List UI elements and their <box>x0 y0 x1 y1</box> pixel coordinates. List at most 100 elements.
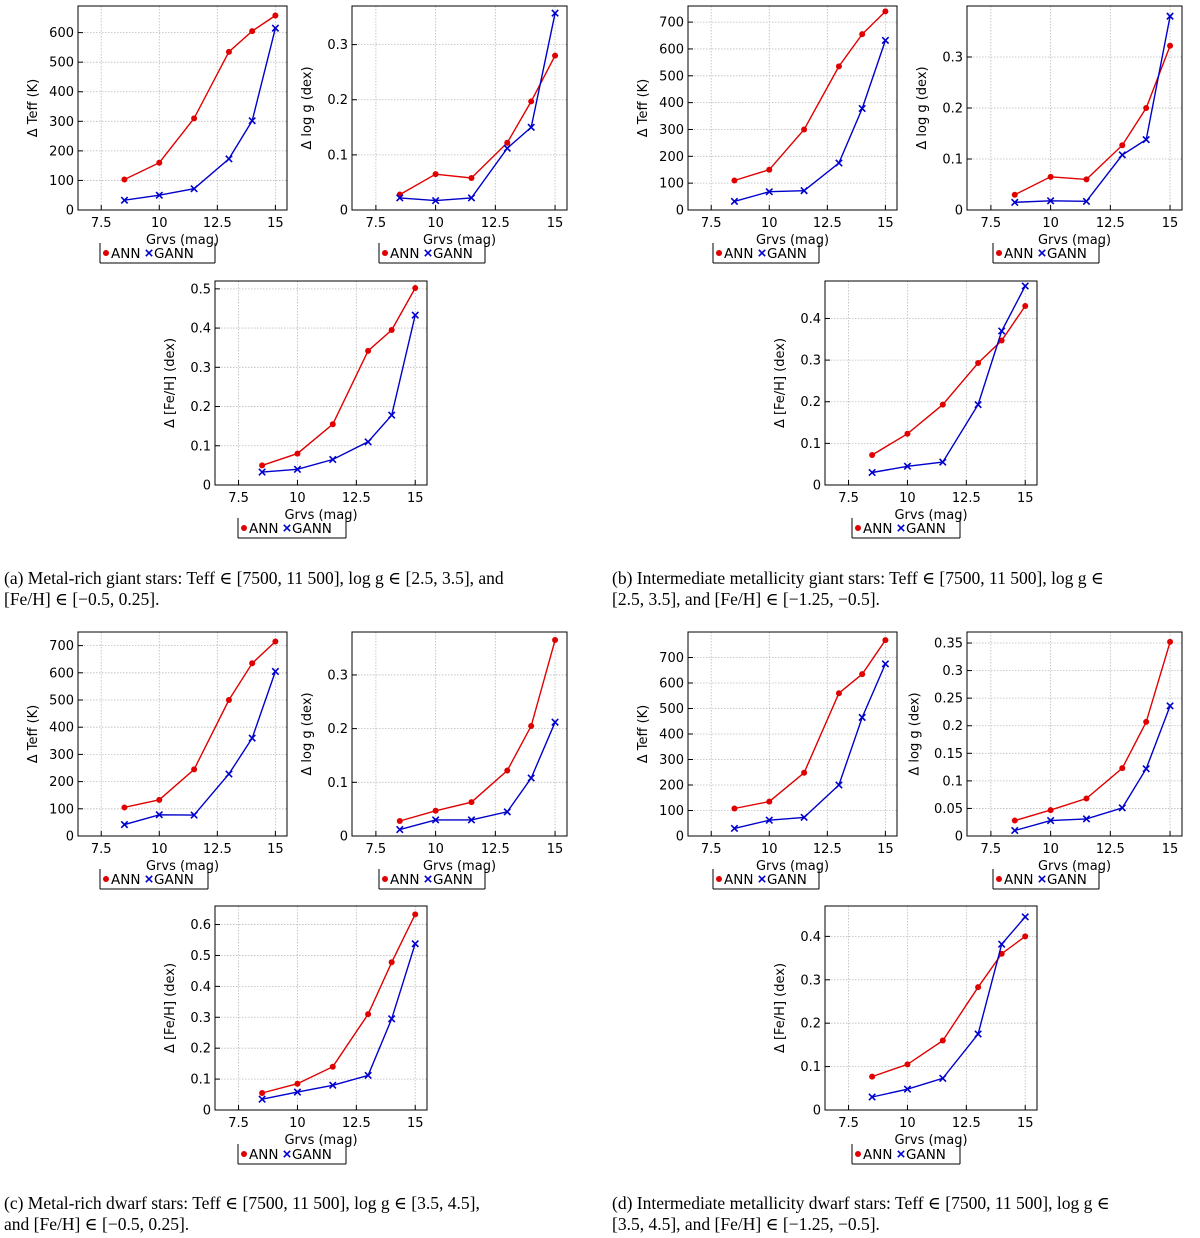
a-logg-xlabel: Grvs (mag) <box>423 233 496 248</box>
c-teff-ann-point-2 <box>191 766 198 773</box>
d-logg-gann-point-0 <box>1011 826 1019 835</box>
c-feh-ylabel: Δ [Fe/H] (dex) <box>163 963 178 1053</box>
a-feh-gann-point-2 <box>329 455 337 464</box>
b-feh-gann-point-3 <box>974 400 982 409</box>
b-feh-ylabel: Δ [Fe/H] (dex) <box>773 338 788 428</box>
c-logg-gann-point-4 <box>527 774 535 782</box>
c-feh-ann-line <box>261 913 416 1094</box>
c-feh-gann-point-3 <box>364 1071 372 1080</box>
a-logg-ann-point-4 <box>528 98 535 105</box>
c-teff-ylabel: Δ Teff (K) <box>26 705 41 764</box>
b-feh-gann-line <box>871 285 1026 474</box>
caption-c: (c) Metal-rich dwarf stars: Teff ∈ [7500… <box>4 1193 594 1235</box>
b-logg-legend-gann-point-legend <box>1038 249 1046 257</box>
b-logg-xtick-label-1: 10 <box>1042 216 1059 231</box>
c-logg-ytick-label-2: 0.2 <box>327 722 348 737</box>
a-feh-xtick-label-2: 12.5 <box>342 491 371 506</box>
d-feh-gann-point-2 <box>939 1074 947 1083</box>
caption-a-line1: (a) Metal-rich giant stars: Teff ∈ [7500… <box>4 568 504 588</box>
a-teff-ann-point-5 <box>272 12 279 19</box>
a-teff-axes-frame <box>77 5 288 211</box>
caption-c-line1: (c) Metal-rich dwarf stars: Teff ∈ [7500… <box>4 1193 480 1213</box>
c-teff-ann-point-4 <box>249 660 256 667</box>
chart-a-feh: 7.5 10 12.5 15 0 0.1 0.2 0.3 0.4 0.5 Grvs (mag) Δ [… <box>163 280 428 539</box>
c-feh-gann-line <box>261 943 416 1100</box>
d-teff-xtick-label-0: 7.5 <box>701 842 722 857</box>
b-feh-xlabel: Grvs (mag) <box>894 508 967 523</box>
a-logg-ytick-label-0: 0 <box>340 204 348 219</box>
c-feh-xlabel: Grvs (mag) <box>284 1133 357 1148</box>
c-logg-ann-point-5 <box>552 637 559 644</box>
d-logg-xtick-label-1: 10 <box>1042 842 1059 857</box>
a-logg-legend: ANN GANN <box>378 243 486 264</box>
d-feh-legend-gann-label: GANN <box>906 1147 946 1163</box>
d-logg-xtick-label-3: 15 <box>1162 842 1179 857</box>
b-logg-gann-line <box>1014 16 1171 203</box>
b-teff-gann-point-0 <box>730 197 739 206</box>
b-feh-ann-line <box>871 305 1026 456</box>
d-feh-ytick-label-2: 0.2 <box>800 1017 821 1032</box>
c-feh-xtick-label-2: 12.5 <box>342 1116 371 1131</box>
b-feh-xtick-label-2: 12.5 <box>952 491 981 506</box>
b-feh-axes-frame <box>824 280 1038 486</box>
b-feh-ytick-label-4: 0.4 <box>800 312 821 327</box>
chart-b-feh: 7.5 10 12.5 15 0 0.1 0.2 0.3 0.4 Grvs (mag) Δ [Fe/… <box>773 280 1038 539</box>
a-feh-xlabel: Grvs (mag) <box>284 508 357 523</box>
b-teff-ann-point-3 <box>835 63 842 70</box>
d-logg-ytick-label-3: 0.15 <box>934 747 963 762</box>
a-feh-xtick-label-0: 7.5 <box>228 491 249 506</box>
a-teff-xtick-label-0: 7.5 <box>91 216 112 231</box>
a-teff-ann-point-1 <box>156 159 163 166</box>
c-logg-ytick-label-0: 0 <box>340 830 348 845</box>
chart-c-logg: 7.5 10 12.5 15 0 0.1 0.2 0.3 Grvs (mag) Δ log g (… <box>300 631 568 890</box>
c-logg-legend: ANN GANN <box>378 869 486 890</box>
d-teff-ann-point-0 <box>731 805 738 812</box>
a-teff-ytick-label-3: 300 <box>49 115 74 130</box>
c-logg-ann-line <box>399 639 556 822</box>
d-feh-ann-point-5 <box>1022 933 1029 940</box>
c-feh-xtick-label-0: 7.5 <box>228 1116 249 1131</box>
b-teff-xtick-label-2: 12.5 <box>813 216 842 231</box>
a-feh-ytick-label-2: 0.2 <box>190 400 211 415</box>
b-teff-ann-point-4 <box>859 31 866 38</box>
a-logg-ytick-label-2: 0.2 <box>327 93 348 108</box>
a-teff-ytick-label-5: 500 <box>49 56 74 71</box>
d-feh-ann-point-0 <box>869 1073 876 1080</box>
c-teff-gann-point-0 <box>120 820 129 829</box>
d-teff-legend-ann-label: ANN <box>724 872 753 888</box>
c-teff-legend-ann-point-legend <box>103 876 109 882</box>
d-logg-ylabel: Δ log g (dex) <box>908 692 923 775</box>
c-teff-gann-line <box>124 671 277 826</box>
a-feh-gann-point-0 <box>258 468 266 476</box>
a-feh-ytick-label-5: 0.5 <box>190 282 211 297</box>
c-logg-ann-point-4 <box>528 722 535 729</box>
d-teff-legend-gann-label: GANN <box>767 872 807 888</box>
b-teff-ytick-label-3: 300 <box>659 123 684 138</box>
b-feh-ann-point-1 <box>904 430 911 437</box>
d-logg-legend-ann-label: ANN <box>1004 872 1033 888</box>
d-teff-ann-line <box>734 639 886 810</box>
b-logg-axes-frame <box>966 5 1183 211</box>
d-teff-gann-point-3 <box>835 781 843 789</box>
d-feh-ann-point-1 <box>904 1061 911 1068</box>
a-feh-ann-line <box>261 287 416 467</box>
c-teff-ann-line <box>124 640 276 809</box>
b-feh-ann-point-2 <box>939 401 946 408</box>
a-teff-xtick-label-2: 12.5 <box>203 216 232 231</box>
a-teff-gann-point-3 <box>225 155 233 163</box>
c-teff-ann-point-1 <box>156 796 163 803</box>
chart-a-teff: 7.5 10 12.5 15 0 100 200 300 400 500 600 Grvs (mag)… <box>26 5 288 264</box>
a-logg-ylabel: Δ log g (dex) <box>300 66 315 149</box>
d-feh-ytick-label-3: 0.3 <box>800 973 821 988</box>
c-feh-gann-point-5 <box>411 939 419 948</box>
c-feh-gann-point-1 <box>293 1088 302 1096</box>
b-feh-ytick-label-3: 0.3 <box>800 354 821 369</box>
c-teff-gann-point-2 <box>190 811 198 819</box>
a-feh-gann-point-3 <box>364 438 372 446</box>
c-feh-legend-ann-point-legend <box>241 1151 247 1157</box>
c-teff-legend-gann-point-legend <box>145 875 153 883</box>
caption-c-line2: and [Fe/H] ∈ [−0.5, 0.25]. <box>4 1214 190 1234</box>
a-teff-ytick-label-0: 0 <box>66 204 74 219</box>
b-teff-ytick-label-7: 700 <box>659 16 684 31</box>
c-teff-xtick-label-0: 7.5 <box>91 842 112 857</box>
